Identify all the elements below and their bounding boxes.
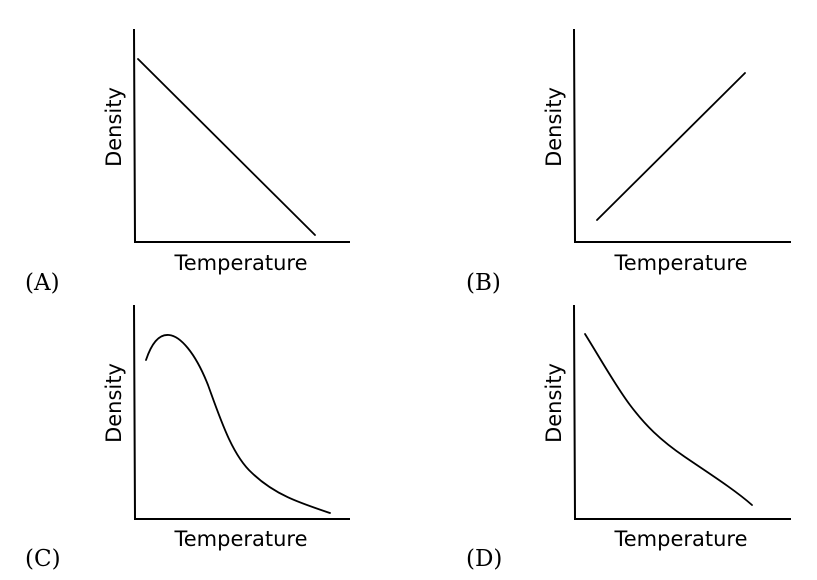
panel-c: Temperature Density (C) [25,304,350,572]
panel-d-axes [573,304,791,520]
panel-b: Temperature Density (B) [466,28,791,296]
panel-b-curve [596,72,746,221]
panel-c-label: (C) [25,546,61,572]
panel-a-label: (A) [25,270,60,296]
panel-a-axes [133,28,350,243]
panel-a-ylabel: Density [102,87,126,167]
panel-c-ylabel: Density [102,363,126,443]
panel-b-label: (B) [466,270,501,296]
panel-d-xlabel: Temperature [613,527,747,551]
panel-a-xlabel: Temperature [173,251,307,275]
panel-d-label: (D) [466,546,502,572]
panel-a: Temperature Density (A) [25,28,350,296]
panel-a-curve [137,58,316,236]
panel-c-curve [145,334,331,514]
panel-d-ylabel: Density [542,363,566,443]
panel-b-xlabel: Temperature [613,251,747,275]
panel-c-xlabel: Temperature [173,527,307,551]
panel-c-axes [133,304,350,520]
panel-b-ylabel: Density [542,87,566,167]
panel-b-axes [573,28,791,243]
panel-d-curve [584,333,753,506]
panel-d: Temperature Density (D) [466,304,791,572]
